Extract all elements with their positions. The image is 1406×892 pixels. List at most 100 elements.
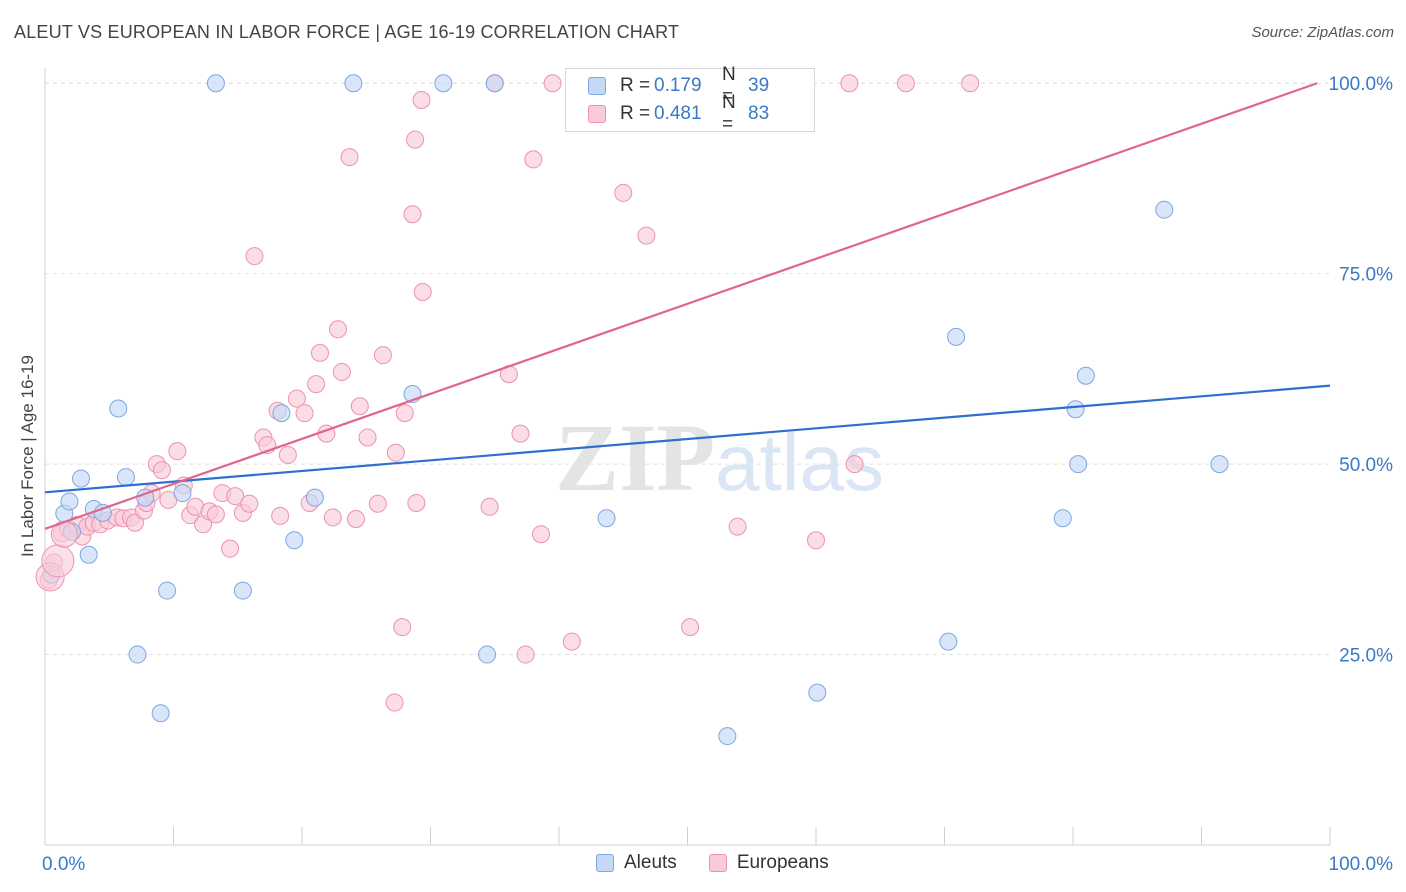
aleut-point — [128, 645, 147, 664]
european-point — [845, 455, 864, 474]
european-point — [323, 508, 342, 527]
watermark-zip: ZIP — [555, 404, 715, 511]
european-point — [287, 389, 306, 408]
european-point — [480, 497, 499, 516]
european-point — [511, 424, 530, 443]
series-legend: Aleuts Europeans — [596, 852, 861, 874]
n-label: N = — [722, 64, 736, 107]
european-point — [395, 404, 414, 423]
aleut-point — [206, 74, 225, 93]
aleut-point — [305, 488, 324, 507]
legend-label-aleuts: Aleuts — [624, 852, 677, 873]
european-point — [681, 618, 700, 637]
legend-row-europeans: R = 0.481 N = 83 — [588, 92, 770, 135]
r-label: R = — [620, 103, 651, 124]
n-value: 39 — [748, 75, 770, 96]
legend-row-aleuts: R = 0.179 N = 39 — [588, 64, 770, 107]
european-point — [307, 375, 326, 394]
european-point — [393, 618, 412, 637]
european-point — [543, 74, 562, 93]
n-label: N = — [722, 92, 736, 135]
labels-layer: 25.0% 50.0% 75.0% 100.0% 0.0% 100.0% In Labor … — [18, 74, 1393, 875]
legend-item-aleuts[interactable]: Aleuts — [596, 852, 677, 874]
x-tick-label: 100.0% — [1329, 854, 1394, 875]
european-point — [226, 487, 245, 506]
y-tick-label: 50.0% — [1339, 455, 1393, 476]
european-point — [524, 150, 543, 169]
aleut-point — [272, 404, 291, 423]
watermark: ZIP atlas — [555, 404, 884, 511]
aleut-point — [1155, 200, 1174, 219]
european-point — [310, 343, 329, 362]
european-point — [562, 632, 581, 651]
european-point — [403, 205, 422, 224]
aleut-point — [285, 531, 304, 550]
european-point — [350, 397, 369, 416]
aleut-point — [1066, 400, 1085, 419]
european-point — [516, 645, 535, 664]
european-point — [125, 513, 144, 532]
european-point — [532, 525, 551, 544]
european-trend-line — [44, 82, 1318, 530]
chart-title: ALEUT VS EUROPEAN IN LABOR FORCE | AGE 1… — [14, 22, 680, 42]
european-point — [373, 346, 392, 365]
aleut-point — [808, 683, 827, 702]
aleut-point — [93, 503, 112, 522]
european-point — [412, 90, 431, 109]
european-point — [168, 442, 187, 461]
r-value: 0.481 — [654, 103, 702, 124]
european-point — [807, 531, 825, 550]
european-point — [406, 130, 425, 149]
european-point — [221, 539, 240, 558]
european-point — [896, 74, 915, 93]
stats-legend: R = 0.179 N = 39 R = 0.481 N = 83 — [565, 64, 815, 135]
aleut-point — [173, 484, 192, 503]
r-label: R = — [620, 75, 651, 96]
european-point — [240, 494, 259, 513]
aleut-point — [151, 704, 170, 723]
aleut-point — [434, 74, 453, 93]
aleut-point — [1076, 366, 1095, 385]
aleut-point — [478, 645, 497, 664]
european-point — [271, 506, 290, 525]
n-value: 83 — [748, 103, 770, 124]
aleut-point — [947, 327, 966, 346]
aleut-point — [597, 509, 616, 528]
aleut-point — [1053, 509, 1072, 528]
aleut-point — [158, 581, 177, 600]
european-point — [637, 226, 656, 245]
european-point — [413, 282, 432, 301]
european-point — [407, 493, 426, 512]
aleuts-swatch — [588, 77, 606, 95]
y-tick-label: 100.0% — [1329, 74, 1394, 95]
european-point — [340, 148, 359, 167]
european-point — [368, 494, 387, 513]
aleut-point — [79, 545, 98, 564]
european-point — [152, 461, 171, 480]
x-tick-label: 0.0% — [42, 854, 85, 875]
european-point — [328, 320, 347, 339]
trend-layer — [44, 82, 1331, 530]
y-tick-label: 75.0% — [1339, 265, 1393, 286]
r-value: 0.179 — [654, 75, 702, 96]
european-point — [278, 445, 297, 464]
aleut-point — [60, 492, 79, 511]
aleut-point — [109, 399, 128, 418]
european-point — [295, 404, 314, 423]
european-point — [358, 428, 377, 447]
aleut-point — [718, 727, 737, 746]
aleut-point — [485, 74, 504, 93]
european-point — [332, 362, 351, 381]
aleuts-swatch — [596, 854, 614, 872]
aleut-point — [939, 632, 958, 651]
grid-layer — [45, 82, 1330, 656]
european-point — [614, 183, 633, 202]
aleut-point — [344, 74, 363, 93]
aleut-point — [1069, 455, 1088, 474]
axes-layer — [44, 68, 1331, 846]
european-point — [385, 693, 404, 712]
y-tick-label: 25.0% — [1339, 646, 1393, 667]
european-point — [840, 74, 859, 93]
legend-item-europeans[interactable]: Europeans — [708, 852, 829, 874]
europeans-swatch — [588, 105, 606, 123]
